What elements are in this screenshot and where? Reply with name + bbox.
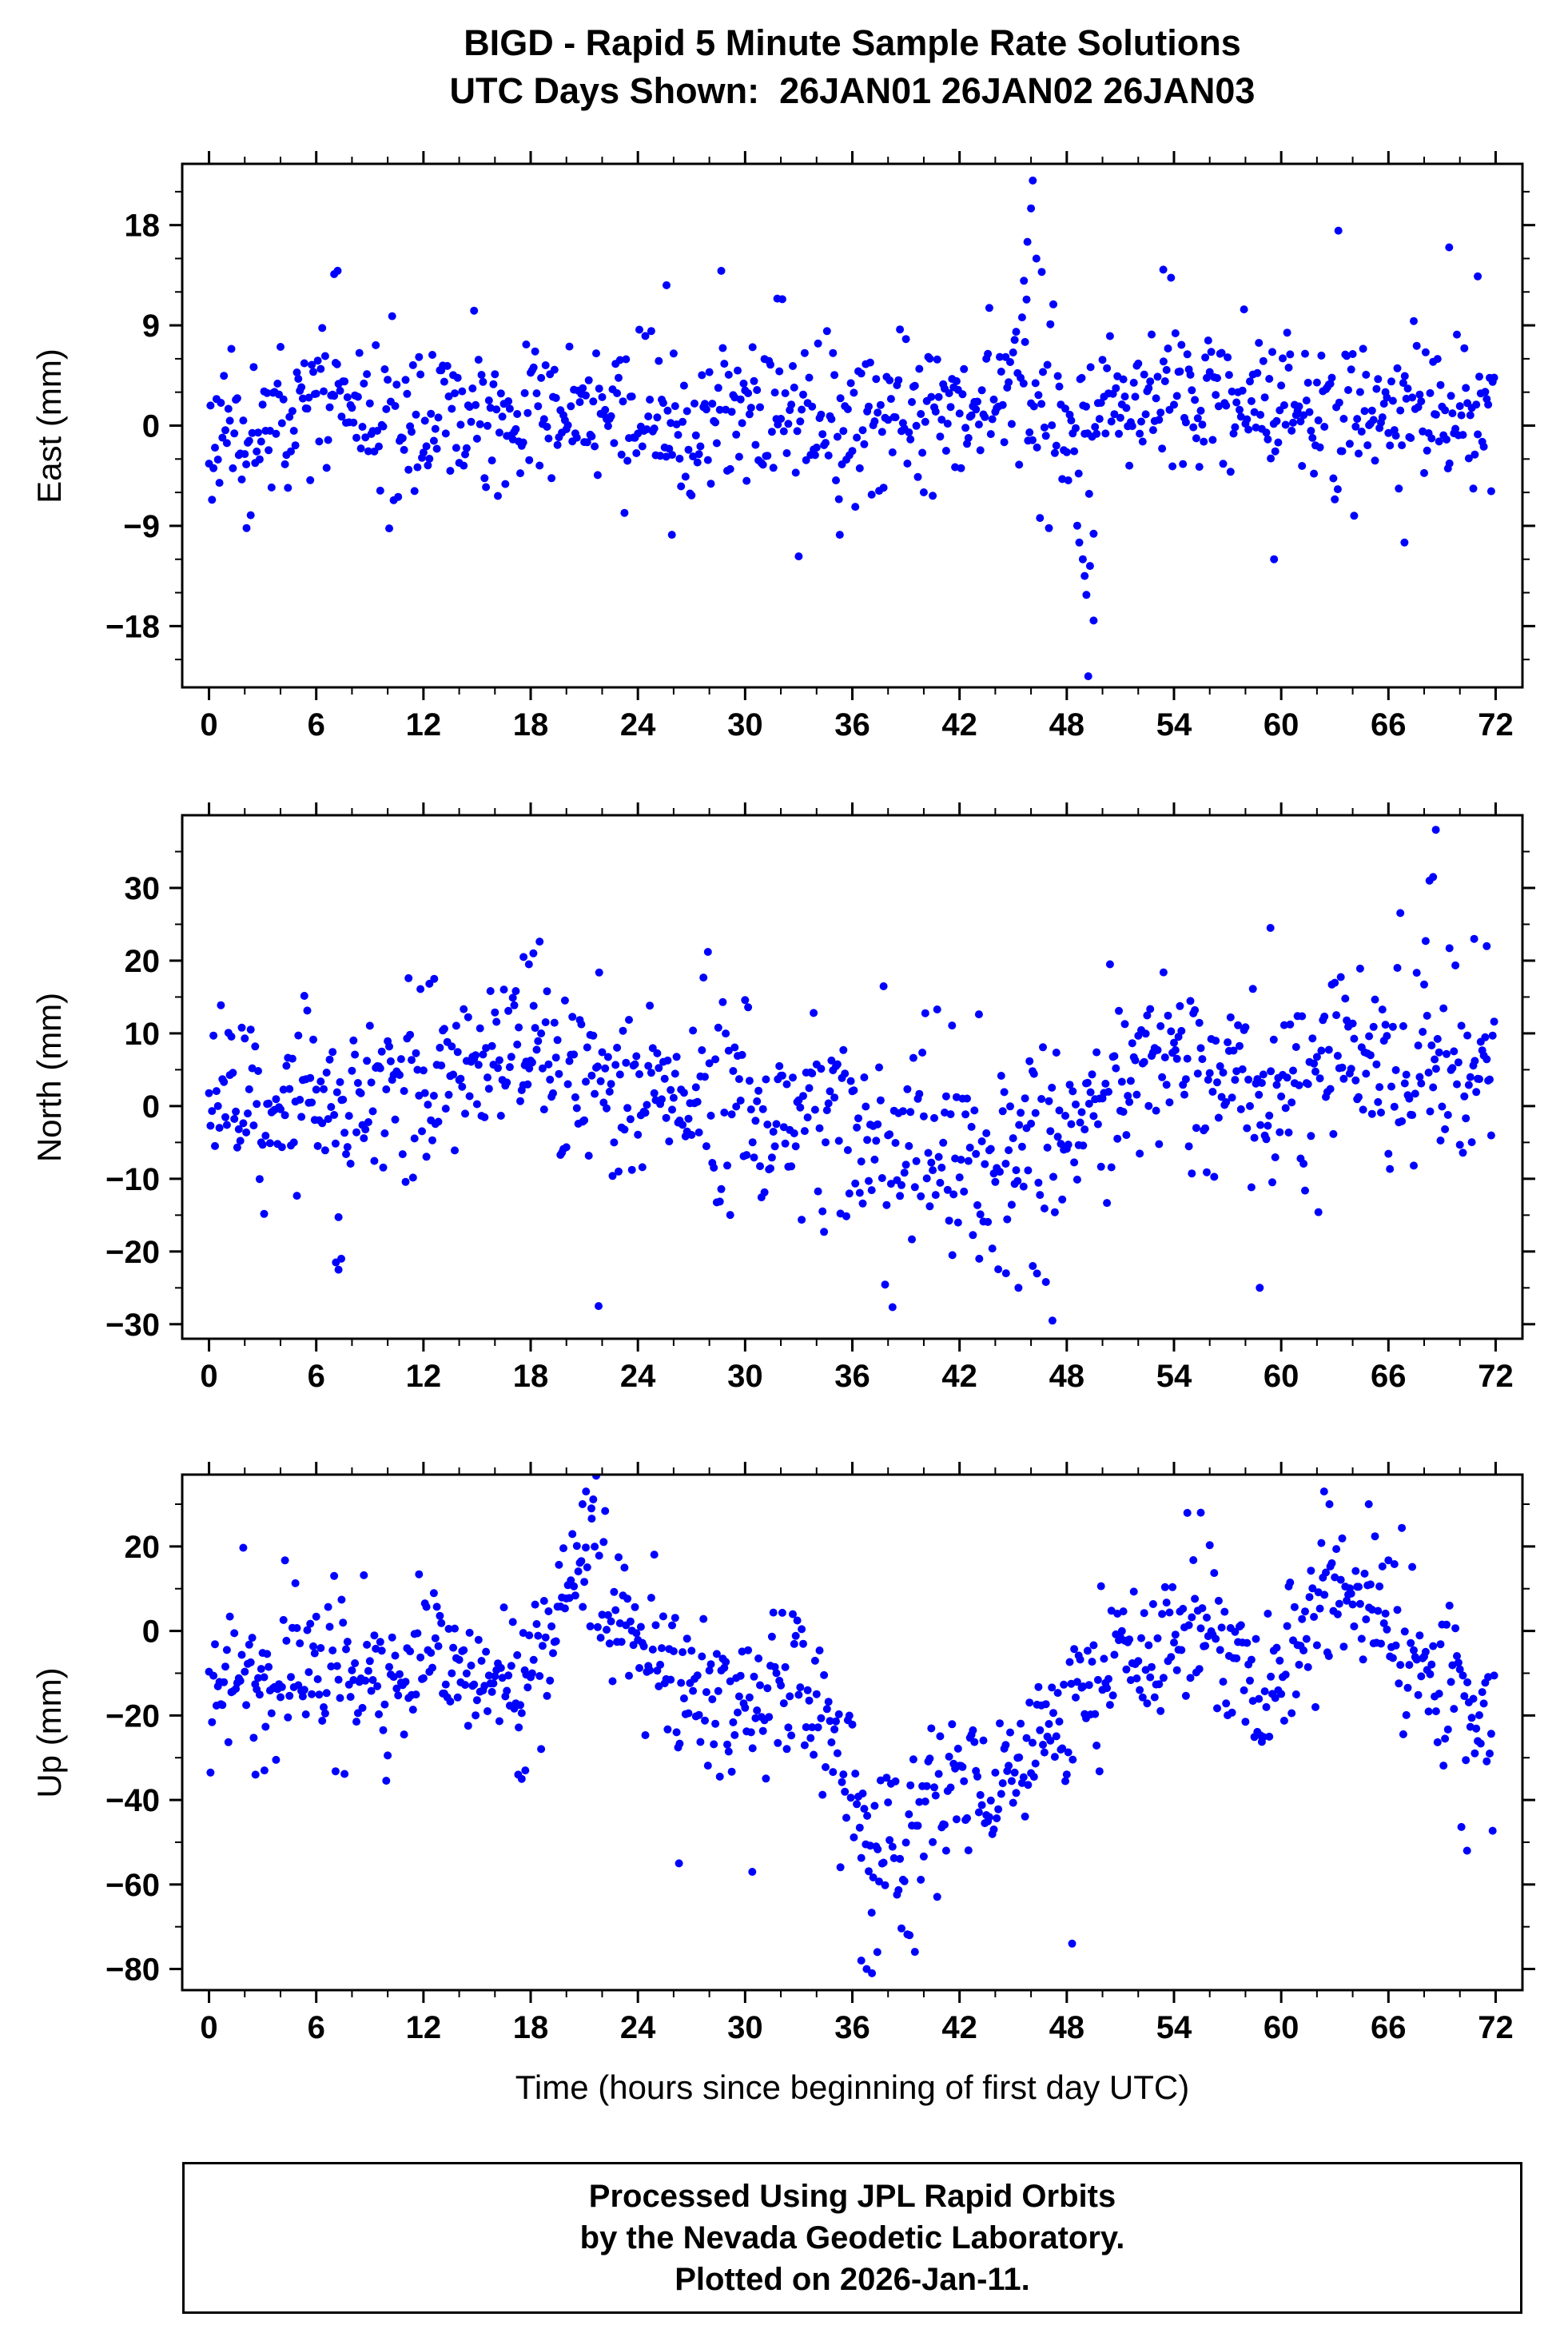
svg-text:12: 12 xyxy=(406,2010,442,2045)
svg-text:−30: −30 xyxy=(105,1308,160,1343)
y-axis-label-north: North (mm) xyxy=(30,992,68,1163)
svg-text:6: 6 xyxy=(308,2010,325,2045)
major-ticks-east xyxy=(169,151,1535,700)
footer-box: Processed Using JPL Rapid Orbits by the … xyxy=(182,2162,1522,2314)
svg-text:60: 60 xyxy=(1264,2010,1299,2045)
panel-east: 0 6 12 18 24 30 36 42 48 54 60 66 72 −18 −9 0 9 18 xyxy=(105,151,1535,743)
svg-text:36: 36 xyxy=(834,1359,870,1394)
footer-line-2: by the Nevada Geodetic Laboratory. xyxy=(579,2220,1125,2255)
svg-text:24: 24 xyxy=(620,2010,656,2045)
svg-text:42: 42 xyxy=(941,2010,977,2045)
minor-ticks-north xyxy=(175,808,1530,1346)
svg-text:−80: −80 xyxy=(105,1953,160,1988)
svg-text:0: 0 xyxy=(200,2010,217,2045)
minor-ticks-up xyxy=(175,1467,1530,1997)
major-ticks-up xyxy=(169,1462,1535,2003)
y-axis-label-east: East (mm) xyxy=(30,348,68,504)
svg-text:72: 72 xyxy=(1478,707,1514,743)
svg-text:12: 12 xyxy=(406,707,442,743)
svg-text:66: 66 xyxy=(1371,2010,1407,2045)
svg-text:36: 36 xyxy=(834,707,870,743)
svg-text:54: 54 xyxy=(1156,707,1192,743)
svg-text:66: 66 xyxy=(1371,1359,1407,1394)
svg-text:−18: −18 xyxy=(105,609,160,644)
tick-labels-east: 0 6 12 18 24 30 36 42 48 54 60 66 72 −18 −9 0 9 18 xyxy=(105,209,1514,743)
frame-east xyxy=(181,162,1524,689)
major-ticks-north xyxy=(169,802,1535,1352)
svg-text:18: 18 xyxy=(513,707,549,743)
svg-text:0: 0 xyxy=(142,1614,160,1650)
x-axis-label: Time (hours since beginning of first day… xyxy=(515,2068,1190,2106)
points-north xyxy=(205,826,1498,1325)
svg-text:30: 30 xyxy=(727,707,763,743)
svg-text:24: 24 xyxy=(620,707,656,743)
svg-text:54: 54 xyxy=(1156,2010,1192,2045)
svg-text:42: 42 xyxy=(941,1359,977,1394)
svg-text:9: 9 xyxy=(142,309,160,344)
svg-text:20: 20 xyxy=(125,944,161,979)
svg-text:18: 18 xyxy=(513,2010,549,2045)
svg-text:−40: −40 xyxy=(105,1783,160,1818)
svg-text:30: 30 xyxy=(727,2010,763,2045)
svg-text:48: 48 xyxy=(1049,707,1085,743)
svg-text:20: 20 xyxy=(125,1530,161,1565)
svg-text:18: 18 xyxy=(513,1359,549,1394)
svg-text:0: 0 xyxy=(142,1089,160,1125)
svg-text:72: 72 xyxy=(1478,2010,1514,2045)
y-axis-label-up: Up (mm) xyxy=(30,1667,68,1798)
footer-line-3: Plotted on 2026-Jan-11. xyxy=(675,2262,1030,2297)
svg-text:−20: −20 xyxy=(105,1235,160,1270)
svg-text:36: 36 xyxy=(834,2010,870,2045)
svg-text:30: 30 xyxy=(125,871,161,906)
svg-text:−10: −10 xyxy=(105,1162,160,1197)
points-east xyxy=(205,176,1498,681)
tick-labels-north: 0 6 12 18 24 30 36 42 48 54 60 66 72 −30 −20 −10 0 10 20 30 xyxy=(105,871,1514,1394)
svg-text:60: 60 xyxy=(1264,707,1299,743)
tick-labels-up: 0 6 12 18 24 30 36 42 48 54 60 66 72 −80 −60 −40 −20 0 20 xyxy=(105,1530,1514,2045)
svg-text:0: 0 xyxy=(200,1359,217,1394)
frame-up xyxy=(181,1473,1524,1992)
svg-text:54: 54 xyxy=(1156,1359,1192,1394)
svg-text:10: 10 xyxy=(125,1017,161,1052)
panel-up: 0 6 12 18 24 30 36 42 48 54 60 66 72 −80 −60 −40 −20 0 20 xyxy=(105,1462,1535,2045)
svg-text:24: 24 xyxy=(620,1359,656,1394)
svg-text:−20: −20 xyxy=(105,1698,160,1734)
frame-north xyxy=(181,814,1524,1340)
svg-text:18: 18 xyxy=(125,209,161,244)
svg-text:60: 60 xyxy=(1264,1359,1299,1394)
svg-text:72: 72 xyxy=(1478,1359,1514,1394)
svg-text:12: 12 xyxy=(406,1359,442,1394)
svg-text:0: 0 xyxy=(142,409,160,444)
chart-title: BIGD - Rapid 5 Minute Sample Rate Soluti… xyxy=(464,22,1241,63)
svg-text:6: 6 xyxy=(308,707,325,743)
svg-text:−60: −60 xyxy=(105,1868,160,1903)
panel-north: 0 6 12 18 24 30 36 42 48 54 60 66 72 −30 −20 −10 0 10 20 30 xyxy=(105,802,1535,1394)
svg-text:48: 48 xyxy=(1049,1359,1085,1394)
svg-text:−9: −9 xyxy=(123,509,160,544)
footer-line-1: Processed Using JPL Rapid Orbits xyxy=(588,2179,1116,2214)
svg-text:48: 48 xyxy=(1049,2010,1085,2045)
points-up xyxy=(205,1475,1498,1977)
chart-subtitle: UTC Days Shown: 26JAN01 26JAN02 26JAN03 xyxy=(449,70,1256,111)
svg-text:30: 30 xyxy=(727,1359,763,1394)
svg-text:6: 6 xyxy=(308,1359,325,1394)
svg-text:42: 42 xyxy=(941,707,977,743)
svg-text:66: 66 xyxy=(1371,707,1407,743)
svg-text:0: 0 xyxy=(200,707,217,743)
